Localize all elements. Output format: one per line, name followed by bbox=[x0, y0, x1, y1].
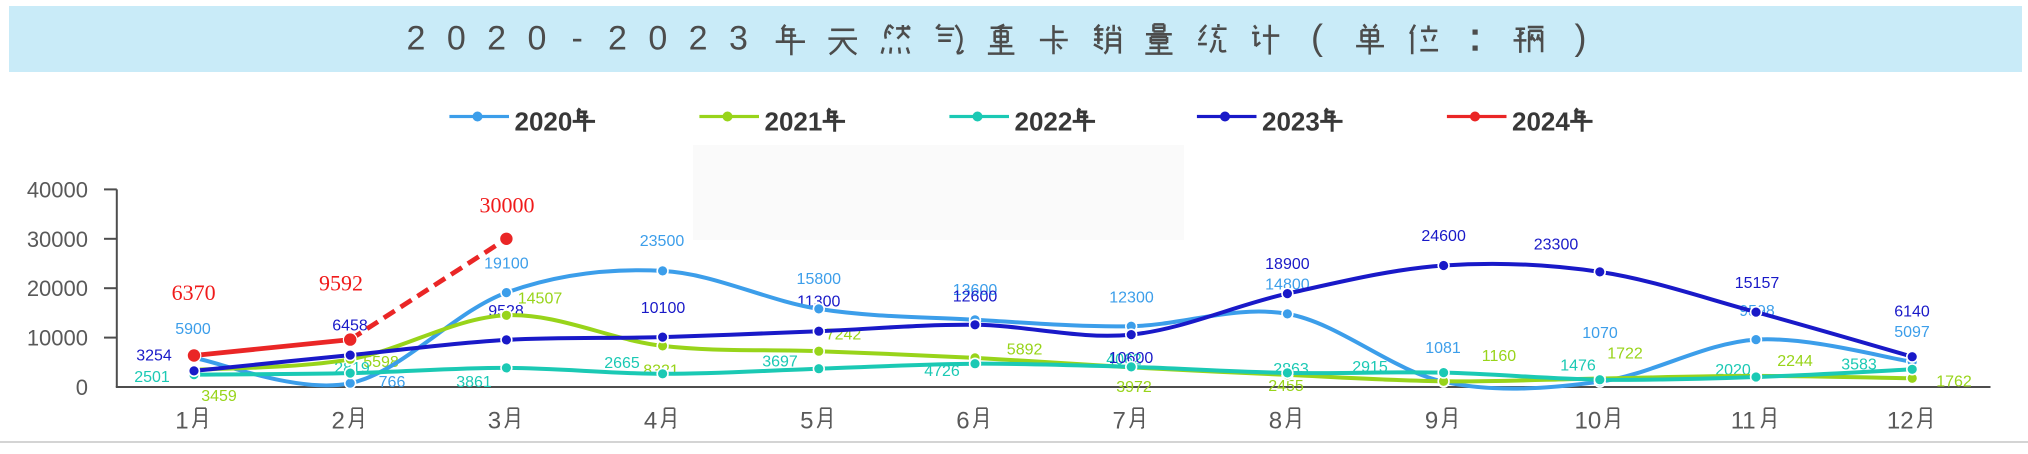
svg-text:2: 2 bbox=[407, 20, 426, 58]
svg-text:15157: 15157 bbox=[1735, 275, 1780, 292]
svg-text:1070: 1070 bbox=[1582, 325, 1618, 342]
svg-text:13600: 13600 bbox=[953, 282, 998, 299]
svg-text:19100: 19100 bbox=[484, 255, 529, 272]
svg-text:0: 0 bbox=[447, 20, 466, 58]
svg-text:2: 2 bbox=[608, 20, 627, 58]
svg-text:30000: 30000 bbox=[27, 227, 88, 252]
svg-text:2: 2 bbox=[689, 20, 708, 58]
svg-text:18900: 18900 bbox=[1265, 256, 1310, 273]
svg-text:0: 0 bbox=[527, 20, 546, 58]
svg-text:766: 766 bbox=[379, 374, 406, 391]
svg-text:3861: 3861 bbox=[456, 374, 492, 391]
svg-text:10600: 10600 bbox=[1109, 350, 1154, 367]
svg-text:2501: 2501 bbox=[134, 369, 170, 386]
svg-text:1476: 1476 bbox=[1560, 357, 1596, 374]
svg-text:1081: 1081 bbox=[1425, 340, 1461, 357]
svg-text:11: 11 bbox=[1731, 408, 1756, 435]
svg-text:30000: 30000 bbox=[480, 193, 535, 218]
svg-text:5900: 5900 bbox=[175, 321, 211, 338]
svg-text:10000: 10000 bbox=[27, 326, 88, 351]
svg-text:14800: 14800 bbox=[1265, 276, 1310, 293]
svg-text:12: 12 bbox=[1887, 408, 1914, 435]
svg-text:7: 7 bbox=[1113, 408, 1126, 435]
svg-text:1762: 1762 bbox=[1936, 373, 1972, 390]
svg-text:2244: 2244 bbox=[1777, 353, 1813, 370]
svg-text:): ) bbox=[1575, 17, 1587, 58]
svg-text:9: 9 bbox=[1425, 408, 1438, 435]
svg-text:5097: 5097 bbox=[1894, 324, 1930, 341]
svg-text:3: 3 bbox=[488, 408, 501, 435]
svg-text:9592: 9592 bbox=[319, 270, 363, 295]
svg-text:15800: 15800 bbox=[797, 271, 842, 288]
svg-text:1722: 1722 bbox=[1607, 346, 1643, 363]
svg-text:5: 5 bbox=[800, 408, 813, 435]
svg-text:6370: 6370 bbox=[172, 280, 216, 305]
svg-text:4: 4 bbox=[644, 408, 657, 435]
svg-text:2022: 2022 bbox=[1015, 106, 1073, 136]
svg-text:5892: 5892 bbox=[1007, 341, 1043, 358]
svg-text:6458: 6458 bbox=[332, 318, 368, 335]
svg-text:2455: 2455 bbox=[1268, 378, 1304, 395]
svg-text:2665: 2665 bbox=[604, 355, 640, 372]
svg-text:23500: 23500 bbox=[640, 233, 685, 250]
svg-text:3583: 3583 bbox=[1841, 356, 1877, 373]
svg-text:2: 2 bbox=[487, 20, 506, 58]
svg-text:12600: 12600 bbox=[953, 288, 998, 305]
svg-text:1: 1 bbox=[175, 408, 188, 435]
svg-text:10: 10 bbox=[1575, 408, 1602, 435]
svg-text:23300: 23300 bbox=[1534, 237, 1579, 254]
svg-text:3: 3 bbox=[729, 20, 748, 58]
svg-text:12300: 12300 bbox=[1109, 289, 1154, 306]
svg-text:2023: 2023 bbox=[1262, 106, 1320, 136]
svg-text:3459: 3459 bbox=[201, 388, 237, 405]
svg-text:6140: 6140 bbox=[1894, 303, 1930, 320]
svg-text:6: 6 bbox=[956, 408, 969, 435]
svg-text:2024: 2024 bbox=[1512, 106, 1570, 136]
svg-text:3697: 3697 bbox=[762, 354, 798, 371]
svg-text:2: 2 bbox=[332, 408, 345, 435]
svg-text:8: 8 bbox=[1269, 408, 1282, 435]
svg-text:40000: 40000 bbox=[27, 177, 88, 202]
svg-text:10100: 10100 bbox=[641, 300, 686, 317]
svg-text:(: ( bbox=[1311, 17, 1323, 58]
svg-text:1160: 1160 bbox=[1482, 348, 1517, 365]
svg-text:0: 0 bbox=[648, 20, 667, 58]
svg-text:20000: 20000 bbox=[27, 276, 88, 301]
svg-text:2020: 2020 bbox=[515, 106, 573, 136]
svg-text:-: - bbox=[572, 20, 583, 58]
svg-text:14507: 14507 bbox=[518, 291, 563, 308]
svg-text:3972: 3972 bbox=[1116, 379, 1152, 396]
svg-text:2021: 2021 bbox=[765, 106, 823, 136]
svg-text:3254: 3254 bbox=[136, 347, 172, 364]
svg-text:4726: 4726 bbox=[924, 363, 960, 380]
svg-text:0: 0 bbox=[76, 375, 88, 400]
svg-text:24600: 24600 bbox=[1421, 228, 1466, 245]
